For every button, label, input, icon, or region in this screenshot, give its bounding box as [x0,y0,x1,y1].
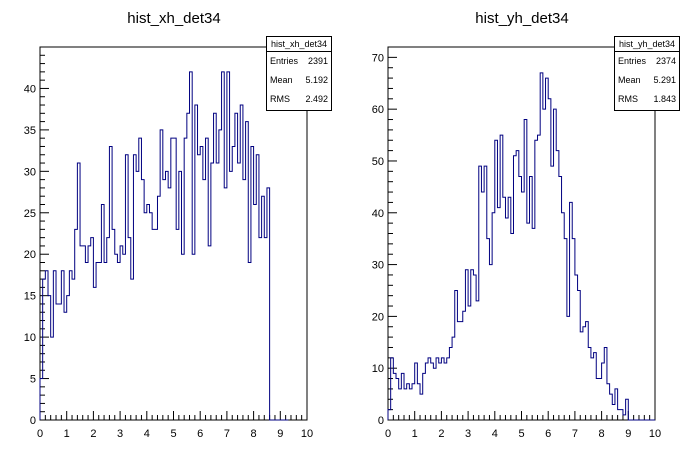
x-tick-label: 2 [438,428,444,440]
y-tick-label: 10 [24,332,36,344]
stats-value: 5.192 [305,75,328,85]
x-tick-label: 10 [649,428,661,440]
x-tick-label: 5 [170,428,176,440]
x-tick-label: 7 [572,428,578,440]
stats-label: Entries [618,56,647,66]
x-tick-label: 4 [492,428,498,440]
y-tick-label: 25 [24,208,36,220]
y-tick-label: 15 [24,291,36,303]
stats-label: Entries [270,56,299,66]
x-tick-label: 3 [117,428,123,440]
y-tick-label: 50 [372,156,384,168]
stats-row-entries: Entries 2374 [615,52,679,71]
stats-value: 5.291 [653,75,676,85]
x-tick-label: 3 [465,428,471,440]
x-tick-label: 10 [301,428,313,440]
x-tick-label: 1 [64,428,70,440]
chart-title: hist_xh_det34 [127,10,221,27]
y-tick-label: 35 [24,125,36,137]
x-tick-label: 6 [197,428,203,440]
y-tick-label: 0 [30,415,36,427]
stats-row-entries: Entries 2391 [267,52,331,71]
stats-box: hist_yh_det34 Entries 2374 Mean 5.291 RM… [614,36,680,111]
stats-value: 2374 [655,56,676,66]
stats-value: 1.843 [653,94,676,104]
stats-label: RMS [270,94,290,104]
stats-value: 2391 [307,56,328,66]
x-tick-label: 5 [518,428,524,440]
y-tick-label: 10 [372,363,384,375]
x-tick-label: 4 [144,428,150,440]
y-tick-label: 5 [30,374,36,386]
histogram-line [39,71,289,421]
x-tick-label: 9 [277,428,283,440]
y-tick-label: 20 [24,249,36,261]
stats-row-rms: RMS 1.843 [615,90,679,109]
histogram-plot: 0 1 2 3 4 5 6 7 8 9 10 0 10 20 30 40 50 60 70 [372,46,661,440]
stats-row-mean: Mean 5.192 [267,71,331,90]
y-tick-label: 20 [372,311,384,323]
y-tick-label: 0 [378,415,384,427]
histogram-plot: 0 1 2 3 4 5 6 7 8 9 10 0 5 10 15 20 25 30 35 40 [24,46,313,440]
histogram-line [387,72,655,421]
stats-title: hist_xh_det34 [267,37,331,52]
stats-label: Mean [270,75,293,85]
stats-value: 2.492 [305,94,328,104]
stats-box: hist_xh_det34 Entries 2391 Mean 5.192 RM… [266,36,332,111]
y-tick-label: 40 [372,208,384,220]
x-tick-label: 1 [412,428,418,440]
y-tick-label: 40 [24,83,36,95]
x-tick-label: 8 [599,428,605,440]
x-tick-label: 9 [625,428,631,440]
x-tick-label: 6 [545,428,551,440]
left-pad: hist_xh_det34 0 1 2 3 4 5 6 7 8 9 10 0 5 10 15 20 25 30 35… [24,10,332,440]
stats-row-rms: RMS 2.492 [267,90,331,109]
stats-label: Mean [618,75,641,85]
x-tick-label: 0 [385,428,391,440]
x-tick-label: 7 [224,428,230,440]
stats-title: hist_yh_det34 [615,37,679,52]
y-tick-label: 30 [24,166,36,178]
stats-row-mean: Mean 5.291 [615,71,679,90]
y-tick-label: 30 [372,260,384,272]
chart-title: hist_yh_det34 [475,10,569,27]
right-pad: hist_yh_det34 0 1 2 3 4 5 6 7 8 9 10 0 10 20 30 40 50 60 7… [348,0,696,472]
y-tick-label: 60 [372,104,384,116]
stats-label: RMS [618,94,638,104]
y-tick-label: 70 [372,52,384,64]
x-tick-label: 2 [90,428,96,440]
x-tick-label: 8 [251,428,257,440]
x-tick-label: 0 [37,428,43,440]
